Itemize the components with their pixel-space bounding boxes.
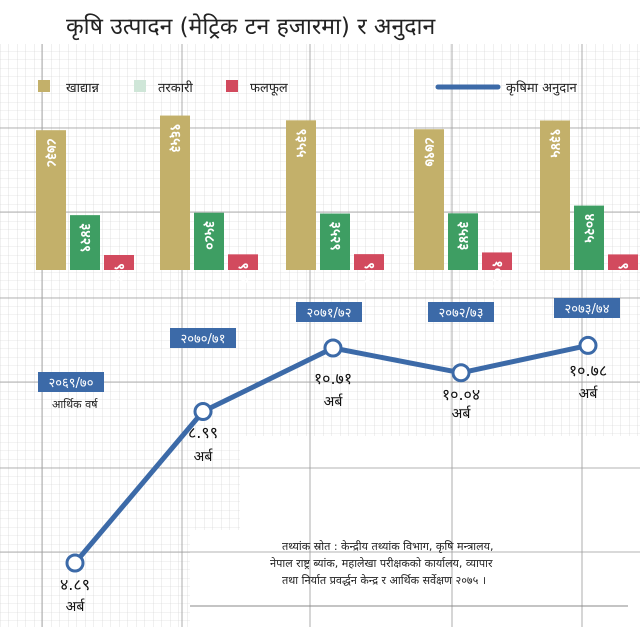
subsidy-label-3: १०.०४ bbox=[442, 385, 480, 404]
subsidy-label-2: १०.७१ bbox=[314, 369, 352, 388]
bar-1-1 bbox=[194, 212, 224, 270]
year-label-0: २०६९/७० bbox=[49, 376, 94, 391]
legend-swatch-fruit bbox=[226, 80, 238, 92]
bar-label-0-3: ८७९७ bbox=[421, 137, 437, 166]
year-box-0 bbox=[38, 372, 104, 392]
grid-background bbox=[0, 44, 640, 627]
source-note: तथ्यांक स्रोत : केन्द्रीय तथ्यांक विभाग,… bbox=[190, 540, 628, 607]
bar-0-3 bbox=[414, 129, 444, 270]
year-box-4 bbox=[554, 298, 620, 318]
subsidy-point-4 bbox=[578, 335, 598, 355]
bar-0-4 bbox=[540, 120, 570, 270]
subsidy-unit-1: अर्ब bbox=[194, 448, 214, 465]
legend-label-vegetable: तरकारी bbox=[158, 80, 193, 96]
source-line-3: तथा निर्यात प्रवर्द्धन केन्द्र र आर्थिक … bbox=[282, 574, 486, 587]
year-box-2 bbox=[296, 302, 362, 322]
bar-label-1-4: ४०२५ bbox=[581, 214, 597, 243]
bar-label-0-1: ९६५३ bbox=[167, 124, 183, 153]
subsidy-point-1 bbox=[193, 402, 213, 422]
subsidy-point-0 bbox=[65, 553, 85, 573]
subsidy-unit-4: अर्ब bbox=[579, 385, 599, 402]
bar-1-3 bbox=[448, 213, 478, 270]
legend-swatch-vegetable bbox=[134, 80, 146, 92]
bar-label-1-2: ३५२९ bbox=[327, 222, 343, 251]
year-box-3 bbox=[428, 302, 494, 322]
bar-2-2 bbox=[354, 254, 384, 270]
source-line-2: नेपाल राष्ट्र ब्यांक, महालेखा परीक्षकको … bbox=[270, 557, 493, 570]
bar-2-0 bbox=[104, 254, 134, 270]
legend: खाद्यान्न तरकारी फलफूल कृषिमा अनुदान bbox=[38, 80, 578, 96]
year-box-1 bbox=[170, 328, 236, 348]
bar-label-2-0: ९३८ bbox=[111, 263, 127, 285]
bar-0-2 bbox=[286, 120, 316, 270]
source-line-1: तथ्यांक स्रोत : केन्द्रीय तथ्यांक विभाग,… bbox=[282, 540, 493, 553]
bar-2-3 bbox=[482, 252, 512, 270]
bar-series: ८७३८ ९६५३ ९३५५ ८७९७ ९३४५ ३४२९ ३५८० ३५२९ ३५४३ ४०२५… bbox=[36, 115, 638, 290]
bar-label-2-3: १०९८ bbox=[489, 260, 505, 289]
bar-label-2-1: ९७९ bbox=[235, 262, 251, 284]
subsidy-label-0: ४.८९ bbox=[60, 575, 90, 594]
year-label-1: २०७०/७१ bbox=[181, 332, 226, 347]
bar-label-1-1: ३५८० bbox=[201, 221, 217, 250]
bar-0-0 bbox=[36, 130, 66, 270]
year-label-3: २०७२/७३ bbox=[439, 306, 484, 321]
chart-title: कृषि उत्पादन (मेट्रिक टन हजारमा) र अनुदा… bbox=[66, 13, 436, 41]
subsidy-point-2 bbox=[323, 338, 343, 358]
subsidy-label-1: ८.९९ bbox=[188, 423, 218, 442]
bar-label-1-0: ३४२९ bbox=[77, 223, 93, 252]
bar-label-0-2: ९३५५ bbox=[293, 128, 309, 157]
bar-label-0-4: ९३४५ bbox=[547, 128, 563, 157]
bar-1-4 bbox=[574, 205, 604, 270]
legend-swatch-grain bbox=[38, 80, 50, 92]
bar-2-4 bbox=[608, 254, 638, 270]
bar-label-0-0: ८७३८ bbox=[43, 138, 59, 167]
legend-label-fruit: फलफूल bbox=[250, 81, 288, 96]
subsidy-unit-2: अर्ब bbox=[324, 393, 344, 410]
fiscal-year-label: आर्थिक वर्ष bbox=[52, 398, 99, 411]
year-label-4: २०७३/७४ bbox=[565, 302, 610, 317]
legend-label-subsidy: कृषिमा अनुदान bbox=[506, 80, 578, 96]
year-label-2: २०७१/७२ bbox=[307, 306, 352, 321]
subsidy-unit-3: अर्ब bbox=[452, 405, 472, 422]
bar-1-2 bbox=[320, 213, 350, 270]
subsidy-point-3 bbox=[451, 363, 471, 383]
bar-2-1 bbox=[228, 254, 258, 270]
year-labels: २०६९/७० २०७०/७१ २०७१/७२ २०७२/७३ २०७३/७४ bbox=[38, 298, 620, 392]
bar-label-2-4: ९७५ bbox=[615, 262, 631, 284]
legend-label-grain: खाद्यान्न bbox=[66, 81, 100, 96]
bar-1-0 bbox=[70, 215, 100, 270]
subsidy-label-4: १०.७८ bbox=[569, 361, 607, 380]
bar-0-1 bbox=[160, 115, 190, 270]
bar-label-1-3: ३५४३ bbox=[455, 221, 471, 250]
subsidy-unit-0: अर्ब bbox=[66, 598, 86, 615]
bar-label-2-2: ९९२ bbox=[361, 262, 377, 284]
